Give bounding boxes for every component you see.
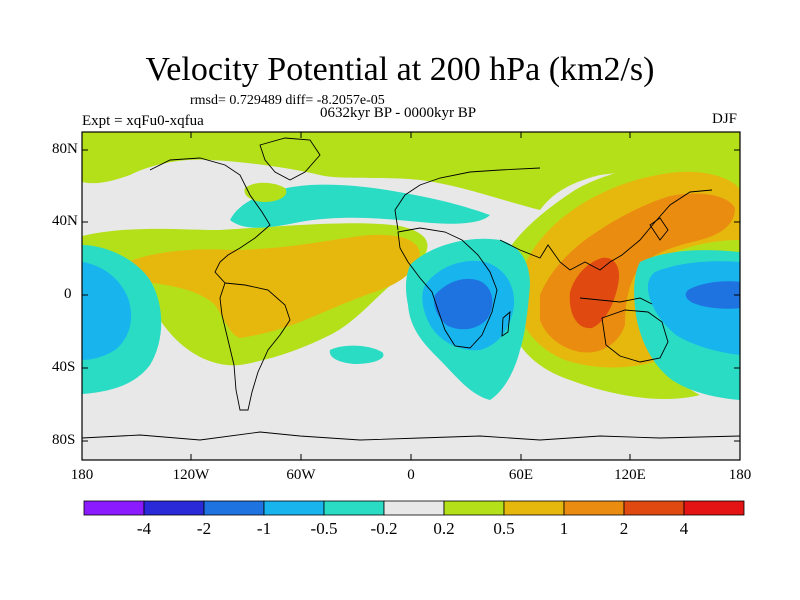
colorbar-swatch (263, 500, 325, 516)
north-america-positive-patch (244, 182, 287, 202)
lat-label-80n: 80N (52, 141, 78, 157)
max-positive-core (569, 257, 620, 329)
contour-fill-layer (82, 132, 740, 460)
asia-coast (499, 189, 713, 271)
lon-label-180e: 180 (728, 467, 752, 483)
lon-label-60w: 60W (286, 467, 316, 483)
africa-coast (397, 227, 498, 349)
colorbar-swatch (623, 500, 685, 516)
madagascar-coast (501, 310, 511, 337)
colorbar-swatch (323, 500, 385, 516)
lat-label-40s: 40S (52, 359, 76, 375)
season-label: DJF (712, 111, 738, 127)
colorbar-label: 0.5 (493, 519, 515, 538)
period-label: 0632kyr BP - 0000kyr BP (320, 105, 477, 121)
coastlines (81, 137, 741, 441)
australia-coast (601, 309, 669, 363)
colorbar-label: -2 (196, 519, 212, 538)
japan-coast (649, 217, 669, 241)
lon-label-0: 0 (407, 467, 415, 483)
colorbar-swatch (83, 500, 145, 516)
colorbar-swatch (383, 500, 445, 516)
colorbar-swatch (683, 500, 745, 516)
lon-label-60e: 60E (508, 467, 534, 483)
colorbar-label: -0.5 (310, 519, 338, 538)
antarctica-coast (81, 431, 741, 441)
lon-label-120w: 120W (172, 467, 210, 483)
experiment-label: Expt = xqFu0-xqfua (82, 113, 204, 129)
colorbar-swatch (503, 500, 565, 516)
lat-label-0: 0 (64, 286, 72, 302)
greenland-coast (259, 137, 321, 181)
colorbar-label: 1 (559, 519, 569, 538)
pacific-west-blue (82, 262, 132, 360)
africa-min-core (434, 278, 493, 330)
colorbar-swatch (563, 500, 625, 516)
lat-label-80s: 80S (52, 432, 76, 448)
colorbar-label: 4 (679, 519, 689, 538)
lat-label-40n: 40N (52, 213, 78, 229)
lon-label-120e: 120E (614, 467, 646, 483)
indonesia-coast (579, 297, 653, 305)
chart-title: Velocity Potential at 200 hPa (km2/s) (145, 51, 655, 88)
arctic-positive-band (82, 132, 740, 210)
colorbar (83, 500, 745, 516)
europe-coast (394, 167, 541, 231)
stats-text: rmsd= 0.729489 diff= -8.2057e-05 (190, 93, 385, 108)
colorbar-label: 0.2 (433, 519, 455, 538)
south-atlantic-negative (329, 345, 384, 364)
pacific-east-core (685, 281, 740, 309)
axis-ticks (81, 132, 741, 460)
north-atlantic-negative-band (230, 184, 490, 228)
colorbar-swatch (143, 500, 205, 516)
americas-orange-region (121, 234, 420, 338)
north-america-coast (149, 157, 271, 284)
colorbar-label: -1 (256, 519, 272, 538)
colorbar-label: -0.2 (370, 519, 398, 538)
colorbar-label: 2 (619, 519, 629, 538)
south-america-coast (219, 282, 291, 411)
lon-label-180w: 180 (70, 467, 94, 483)
colorbar-swatch (203, 500, 265, 516)
colorbar-label: -4 (136, 519, 152, 538)
colorbar-swatch (443, 500, 505, 516)
